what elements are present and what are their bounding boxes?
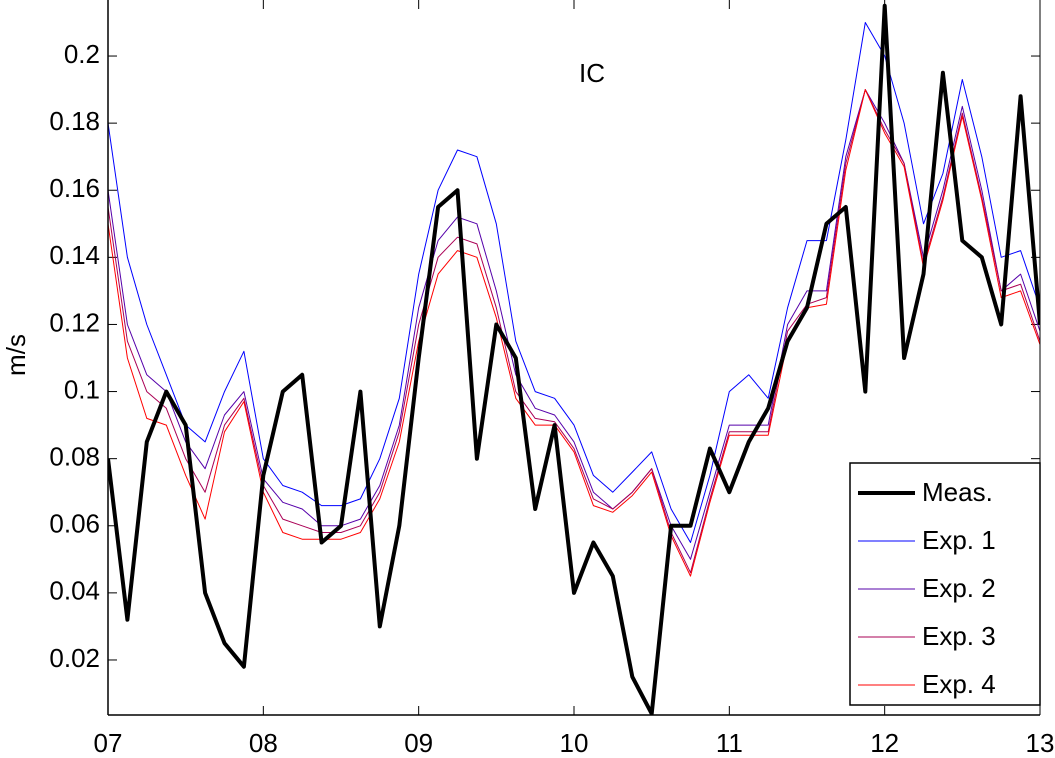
chart-title: IC — [579, 58, 605, 88]
x-tick-label: 11 — [716, 728, 743, 758]
legend-label: Exp. 4 — [922, 669, 996, 699]
data-line — [108, 22, 1040, 543]
x-tick-label: 13 — [1026, 728, 1055, 758]
y-tick-label: 0.08 — [49, 442, 100, 472]
x-tick-label: 10 — [560, 728, 589, 758]
data-line — [108, 3, 1040, 715]
y-tick-label: 0.02 — [49, 643, 100, 673]
y-tick-label: 0.1 — [64, 374, 100, 404]
y-tick-label: 0.14 — [49, 240, 100, 270]
legend-label: Exp. 2 — [922, 573, 996, 603]
y-tick-label: 0.04 — [49, 576, 100, 606]
y-tick-label: 0.18 — [49, 106, 100, 136]
legend-label: Exp. 1 — [922, 525, 996, 555]
y-axis-label: m/s — [1, 334, 31, 376]
x-tick-label: 07 — [94, 728, 123, 758]
legend-box — [849, 462, 1041, 706]
y-tick-label: 0.06 — [49, 509, 100, 539]
legend-label: Exp. 3 — [922, 621, 996, 651]
legend-label: Meas. — [922, 477, 993, 507]
x-tick-label: 09 — [404, 728, 433, 758]
x-tick-label: 08 — [249, 728, 278, 758]
y-tick-label: 0.12 — [49, 307, 100, 337]
x-tick-label: 12 — [870, 728, 899, 758]
y-tick-label: 0.16 — [49, 173, 100, 203]
y-tick-label: 0.2 — [64, 39, 100, 69]
